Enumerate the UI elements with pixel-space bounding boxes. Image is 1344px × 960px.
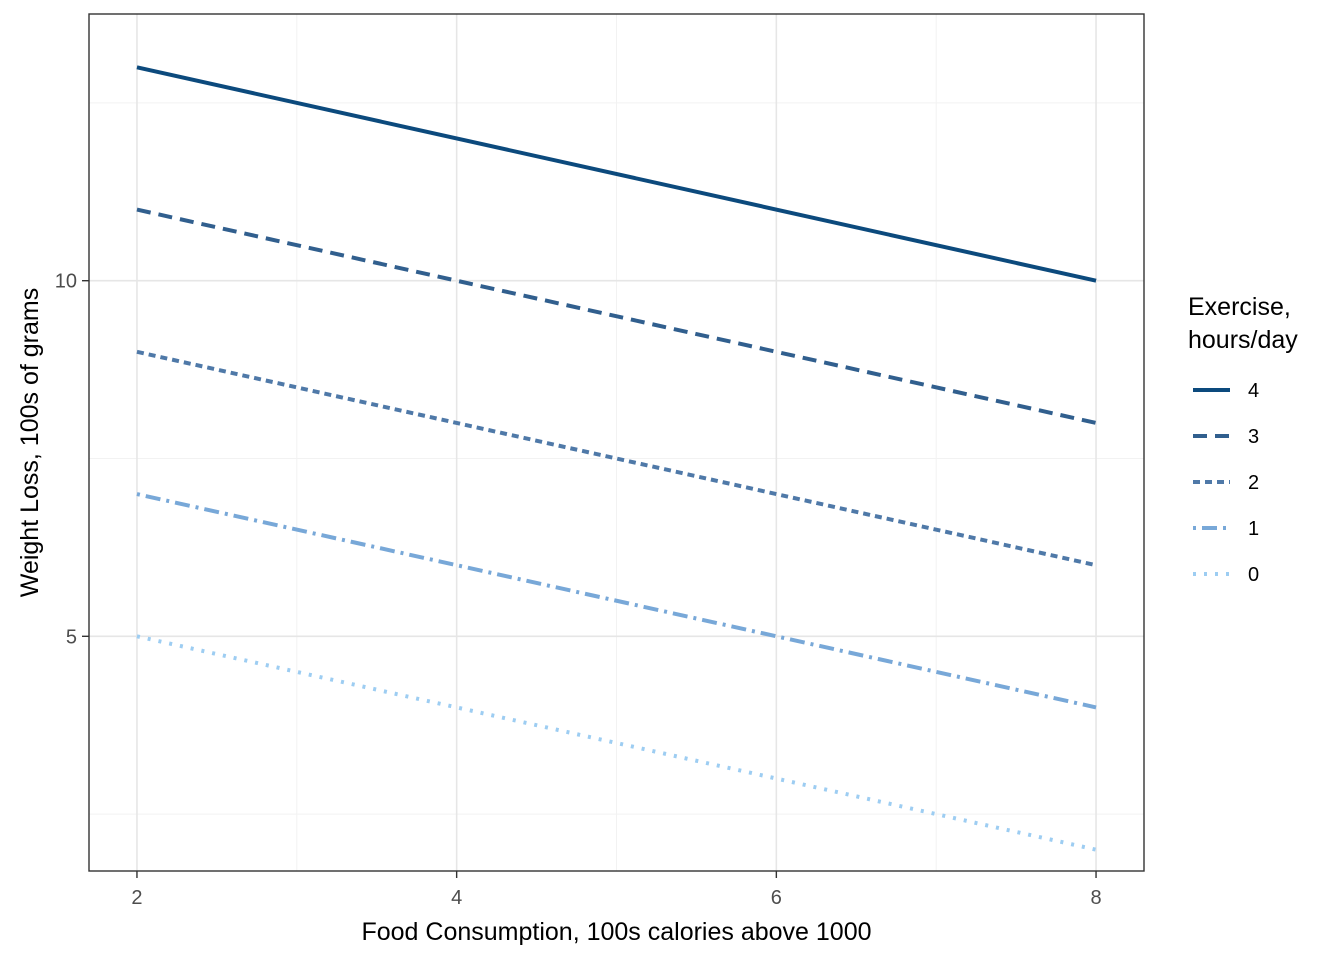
legend-item-3: 3 bbox=[1193, 426, 1259, 448]
legend-title-line-1: Exercise, bbox=[1188, 293, 1291, 321]
series-line-4 bbox=[136, 65, 1097, 283]
y-tick-label: 10 bbox=[55, 271, 77, 293]
y-tick-label: 5 bbox=[66, 626, 77, 648]
x-tick-label: 6 bbox=[771, 887, 782, 909]
x-tick-label: 8 bbox=[1090, 887, 1101, 909]
legend-label-4: 4 bbox=[1248, 380, 1259, 402]
series-line-2 bbox=[136, 349, 1097, 568]
legend-item-4: 4 bbox=[1193, 380, 1259, 402]
legend-item-1: 1 bbox=[1193, 518, 1259, 540]
x-tick-label: 2 bbox=[131, 887, 142, 909]
plot-panel-border bbox=[88, 13, 1145, 872]
minor-gridlines bbox=[89, 14, 1144, 871]
legend-label-0: 0 bbox=[1248, 564, 1259, 586]
major-gridlines bbox=[89, 14, 1144, 871]
series-lines bbox=[136, 65, 1097, 852]
x-axis-title: Food Consumption, 100s calories above 10… bbox=[361, 918, 871, 946]
legend-items: 4 3 2 1 0 bbox=[1193, 380, 1259, 586]
series-line-1 bbox=[136, 492, 1097, 710]
legend-label-2: 2 bbox=[1248, 472, 1259, 494]
legend-title-line-2: hours/day bbox=[1188, 326, 1298, 354]
legend-item-0: 0 bbox=[1193, 564, 1259, 586]
legend-item-2: 2 bbox=[1193, 472, 1259, 494]
legend-label-1: 1 bbox=[1248, 518, 1259, 540]
x-axis-ticks: 2 4 6 8 bbox=[131, 871, 1102, 909]
x-tick-label: 4 bbox=[451, 887, 462, 909]
legend-label-3: 3 bbox=[1248, 426, 1259, 448]
legend: Exercise, hours/day 4 3 2 1 0 bbox=[1188, 293, 1298, 586]
y-axis-ticks: 5 10 bbox=[55, 271, 89, 648]
series-line-3 bbox=[136, 207, 1097, 425]
y-axis-title: Weight Loss, 100s of grams bbox=[16, 288, 44, 597]
